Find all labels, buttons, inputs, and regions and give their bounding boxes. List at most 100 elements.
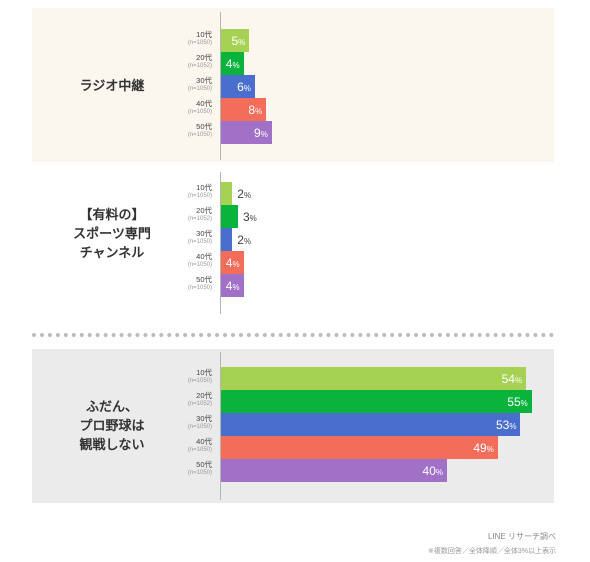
bar	[221, 75, 255, 98]
bar	[221, 182, 233, 205]
bar-row: 10代 (n=1050) 2%	[0, 182, 590, 205]
bar	[221, 29, 250, 52]
data-label: 8%	[248, 103, 263, 117]
bar-row: 30代 (n=1050) 6%	[0, 75, 590, 98]
bar	[221, 274, 244, 297]
zero-axis-line	[220, 172, 221, 314]
sample-size: (n=1050)	[187, 86, 212, 92]
age-group-name: 30代	[196, 414, 212, 423]
age-group-name: 10代	[196, 183, 212, 192]
age-group-name: 10代	[196, 30, 212, 39]
data-label: 2%	[237, 187, 252, 201]
age-group-label: 20代 (n=1052)	[140, 207, 212, 223]
data-label: 4%	[225, 256, 240, 270]
age-group-label: 10代 (n=1050)	[140, 369, 212, 385]
age-group-name: 50代	[196, 460, 212, 469]
age-group-label: 20代 (n=1052)	[140, 392, 212, 408]
age-group-label: 40代 (n=1050)	[140, 100, 212, 116]
data-label: 9%	[254, 126, 268, 140]
group-label: 【有料の】 スポーツ専門 チャンネル	[73, 207, 151, 260]
age-group-name: 40代	[196, 252, 212, 261]
zero-axis-line	[220, 12, 221, 160]
age-group-name: 50代	[196, 122, 212, 131]
age-group-label: 40代 (n=1050)	[140, 253, 212, 269]
bar	[221, 52, 244, 75]
data-label: 49%	[473, 441, 494, 455]
group-label: ふだん、 プロ野球は 観戦しない	[79, 399, 145, 452]
zero-axis-line	[220, 352, 221, 500]
data-label: 4%	[225, 279, 240, 293]
bar-row: 30代 (n=1050) 53%	[0, 413, 590, 436]
bar-row: 40代 (n=1050) 4%	[0, 251, 590, 274]
data-label: 6%	[237, 80, 251, 94]
section-divider	[32, 333, 554, 337]
age-group-label: 10代 (n=1050)	[140, 184, 212, 200]
data-label: 3%	[242, 210, 257, 224]
bar	[221, 251, 244, 274]
bar-row: 10代 (n=1050) 54%	[0, 367, 590, 390]
bar	[221, 121, 272, 144]
sample-size: (n=1052)	[187, 216, 212, 222]
sample-size: (n=1050)	[187, 470, 212, 476]
age-group-label: 30代 (n=1050)	[140, 77, 212, 93]
age-group-name: 30代	[196, 229, 212, 238]
age-group-label: 20代 (n=1052)	[140, 54, 212, 70]
bar-row: 20代 (n=1052) 4%	[0, 52, 590, 75]
bar	[221, 413, 521, 436]
bar-row: 50代 (n=1050) 9%	[0, 121, 590, 144]
age-group-name: 40代	[196, 437, 212, 446]
data-label: 2%	[237, 233, 252, 247]
age-group-name: 20代	[196, 206, 212, 215]
bar	[221, 367, 527, 390]
age-group-name: 10代	[196, 368, 212, 377]
data-label: 5%	[231, 34, 246, 48]
source-credit: LINE リサーチ調べ	[487, 532, 556, 541]
sample-size: (n=1050)	[187, 262, 212, 268]
sample-size: (n=1050)	[187, 424, 212, 430]
age-group-label: 50代 (n=1050)	[140, 276, 212, 292]
data-label: 53%	[495, 418, 517, 432]
sample-size: (n=1050)	[187, 285, 212, 291]
sample-size: (n=1050)	[187, 40, 212, 46]
age-group-label: 30代 (n=1050)	[140, 230, 212, 246]
bar-row: 40代 (n=1050) 49%	[0, 436, 590, 459]
bar-row: 50代 (n=1050) 4%	[0, 274, 590, 297]
age-group-label: 10代 (n=1050)	[140, 31, 212, 47]
age-group-name: 30代	[196, 76, 212, 85]
age-group-label: 50代 (n=1050)	[140, 461, 212, 477]
sample-size: (n=1050)	[187, 239, 212, 245]
sample-size: (n=1050)	[187, 132, 212, 138]
age-group-name: 20代	[196, 53, 212, 62]
sample-size: (n=1050)	[187, 193, 212, 199]
bar-row: 20代 (n=1052) 55%	[0, 390, 590, 413]
footnote: ※複数回答／全体降順／全体3%以上表示	[428, 548, 556, 555]
bar-row: 50代 (n=1050) 40%	[0, 459, 590, 482]
data-label: 40%	[422, 464, 443, 478]
bar-row: 10代 (n=1050) 5%	[0, 29, 590, 52]
group-panel-paid-sports-channel	[32, 170, 554, 316]
bar	[221, 228, 233, 251]
age-group-label: 50代 (n=1050)	[140, 123, 212, 139]
sample-size: (n=1052)	[187, 63, 212, 69]
bar-row: 30代 (n=1050) 2%	[0, 228, 590, 251]
sample-size: (n=1050)	[187, 109, 212, 115]
data-label: 54%	[501, 372, 523, 386]
bar-row: 40代 (n=1050) 8%	[0, 98, 590, 121]
age-group-label: 30代 (n=1050)	[140, 415, 212, 431]
bar	[221, 436, 498, 459]
age-group-name: 20代	[196, 391, 212, 400]
bar-row: 20代 (n=1052) 3%	[0, 205, 590, 228]
age-group-name: 40代	[196, 99, 212, 108]
sample-size: (n=1052)	[187, 401, 212, 407]
data-label: 55%	[507, 395, 528, 409]
group-panel-radio	[32, 8, 554, 162]
bar	[221, 390, 532, 413]
group-label: ラジオ中継	[79, 78, 145, 93]
bar	[221, 98, 267, 121]
bar	[221, 459, 447, 482]
sample-size: (n=1050)	[187, 378, 212, 384]
data-label: 4%	[225, 57, 240, 71]
age-group-label: 40代 (n=1050)	[140, 438, 212, 454]
sample-size: (n=1050)	[187, 447, 212, 453]
bar	[221, 205, 238, 228]
